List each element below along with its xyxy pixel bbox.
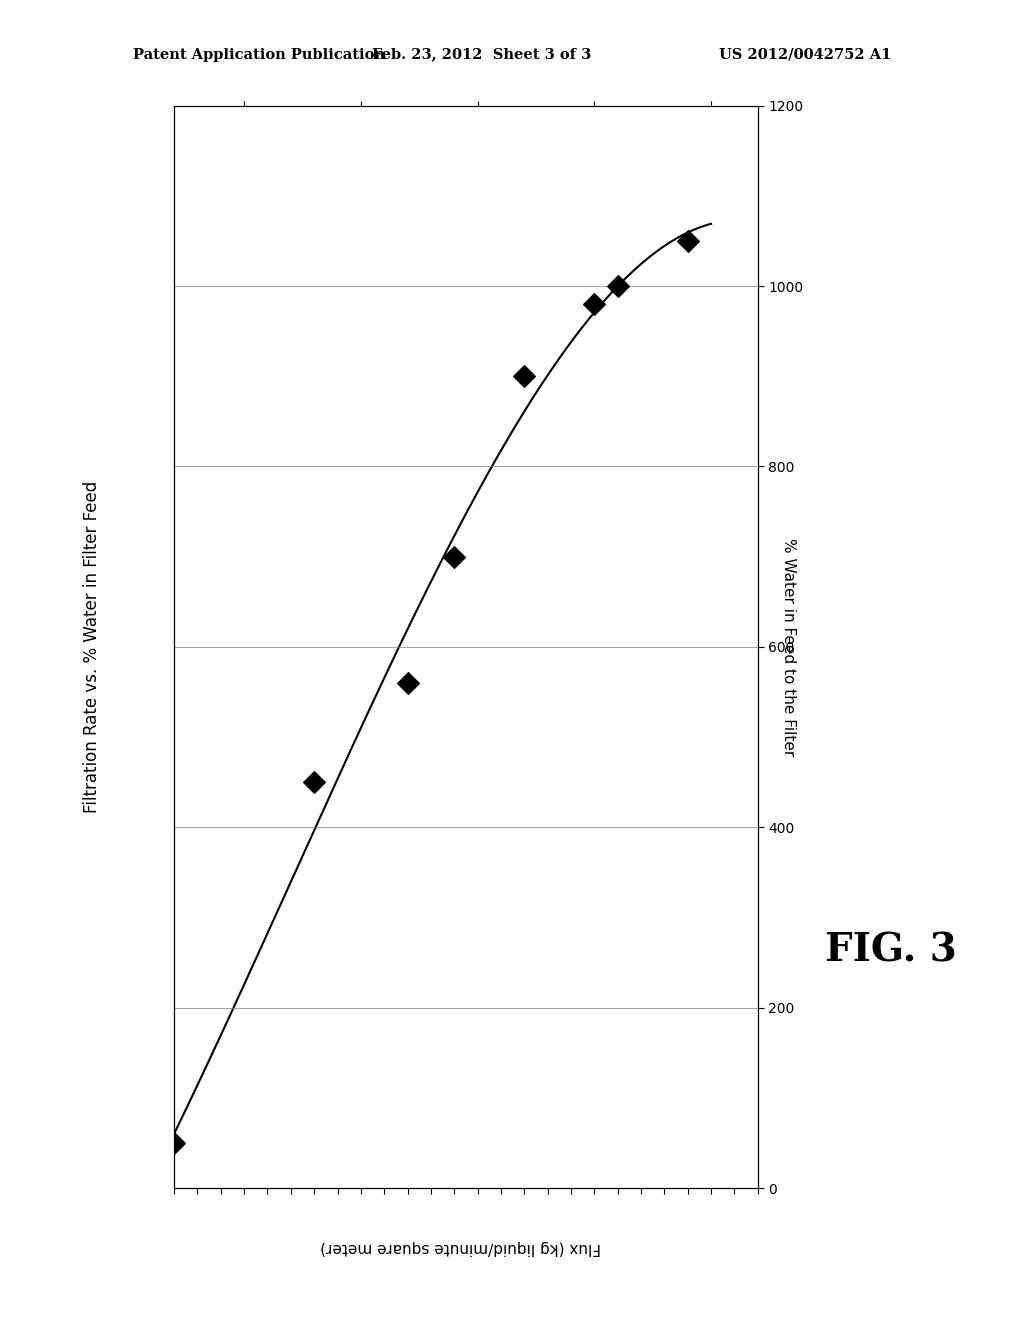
Text: Patent Application Publication: Patent Application Publication — [133, 48, 385, 62]
Point — [166, 1133, 182, 1154]
Text: Filtration Rate vs. % Water in Filter Feed: Filtration Rate vs. % Water in Filter Fe… — [83, 480, 101, 813]
Text: Flux (kg liquid/minute square meter): Flux (kg liquid/minute square meter) — [321, 1239, 601, 1255]
Text: FIG. 3: FIG. 3 — [825, 932, 956, 969]
Point — [680, 231, 696, 252]
Text: % Water in Feed to the Filter: % Water in Feed to the Filter — [781, 537, 796, 756]
Point — [446, 546, 463, 568]
Text: US 2012/0042752 A1: US 2012/0042752 A1 — [719, 48, 891, 62]
Point — [399, 672, 416, 693]
Point — [306, 771, 323, 792]
Text: Feb. 23, 2012  Sheet 3 of 3: Feb. 23, 2012 Sheet 3 of 3 — [372, 48, 591, 62]
Point — [609, 276, 626, 297]
Point — [586, 293, 602, 314]
Point — [516, 366, 532, 387]
